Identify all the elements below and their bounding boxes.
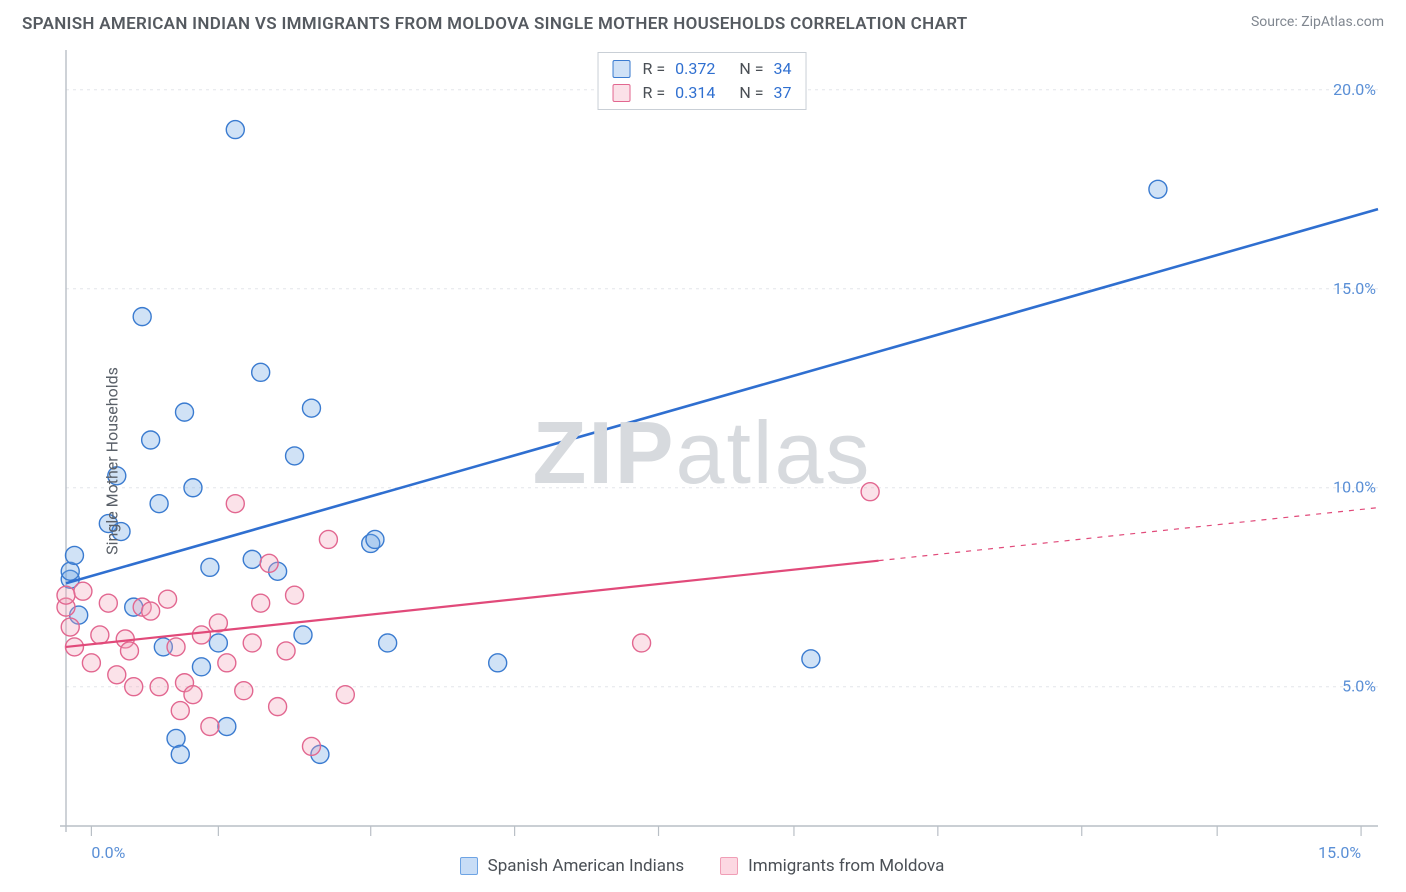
data-point [125,678,143,696]
legend-row: R = 0.372 N = 34 [613,57,792,81]
data-point [142,431,160,449]
data-point [176,403,194,421]
data-point [286,586,304,604]
data-point [108,666,126,684]
data-point [218,718,236,736]
chart-container: Single Mother Households ZIPatlas 5.0%10… [22,46,1382,876]
legend-label: Spanish American Indians [488,856,685,876]
data-point [226,495,244,513]
legend-swatch [720,857,738,875]
data-point [302,399,320,417]
data-point [218,654,236,672]
svg-text:15.0%: 15.0% [1333,279,1376,298]
legend-swatch [613,84,631,102]
n-value: 37 [773,81,791,105]
svg-text:5.0%: 5.0% [1342,677,1376,696]
data-point [57,586,75,604]
legend-label: Immigrants from Moldova [748,856,944,876]
correlation-legend: R = 0.372 N = 34 R = 0.314 N = 37 [598,52,807,110]
legend-swatch [460,857,478,875]
data-point [61,562,79,580]
data-point [184,686,202,704]
data-point [294,626,312,644]
data-point [252,594,270,612]
regression-line-extrapolated [879,508,1378,561]
data-point [150,678,168,696]
data-point [243,634,261,652]
r-value: 0.372 [675,57,715,81]
source-link[interactable]: ZipAtlas.com [1301,14,1384,30]
data-point [252,363,270,381]
data-point [243,550,261,568]
y-axis-label: Single Mother Households [102,367,121,555]
legend-item: Spanish American Indians [460,856,685,876]
data-point [260,554,278,572]
data-point [159,590,177,608]
data-point [82,654,100,672]
data-point [269,698,287,716]
data-point [235,682,253,700]
regression-line [66,209,1378,583]
data-point [209,634,227,652]
source-attribution: Source: ZipAtlas.com [1251,14,1384,30]
legend-swatch [613,60,631,78]
data-point [489,654,507,672]
data-point [1149,180,1167,198]
svg-text:10.0%: 10.0% [1333,478,1376,497]
legend-item: Immigrants from Moldova [720,856,944,876]
data-point [65,546,83,564]
svg-text:20.0%: 20.0% [1333,80,1376,99]
data-point [319,530,337,548]
data-point [120,642,138,660]
data-point [336,686,354,704]
data-point [302,737,320,755]
data-point [201,558,219,576]
r-label: R = [643,81,666,105]
data-point [133,308,151,326]
data-point [277,642,295,660]
data-point [192,658,210,676]
series-legend: Spanish American Indians Immigrants from … [22,856,1382,876]
scatter-chart: 5.0%10.0%15.0%20.0%0.0%15.0% [22,46,1382,876]
data-point [171,702,189,720]
data-point [633,634,651,652]
data-point [167,638,185,656]
data-point [167,729,185,747]
data-point [226,121,244,139]
data-point [192,626,210,644]
data-point [379,634,397,652]
n-value: 34 [773,57,791,81]
n-label: N = [739,81,763,105]
data-point [861,483,879,501]
data-point [184,479,202,497]
chart-title: SPANISH AMERICAN INDIAN VS IMMIGRANTS FR… [22,14,968,34]
data-point [74,582,92,600]
data-point [201,718,219,736]
data-point [142,602,160,620]
data-point [150,495,168,513]
data-point [171,745,189,763]
data-point [366,530,384,548]
data-point [61,618,79,636]
data-point [91,626,109,644]
r-value: 0.314 [675,81,715,105]
r-label: R = [643,57,666,81]
n-label: N = [739,57,763,81]
data-point [802,650,820,668]
legend-row: R = 0.314 N = 37 [613,81,792,105]
regression-line [66,561,879,647]
data-point [286,447,304,465]
data-point [99,594,117,612]
